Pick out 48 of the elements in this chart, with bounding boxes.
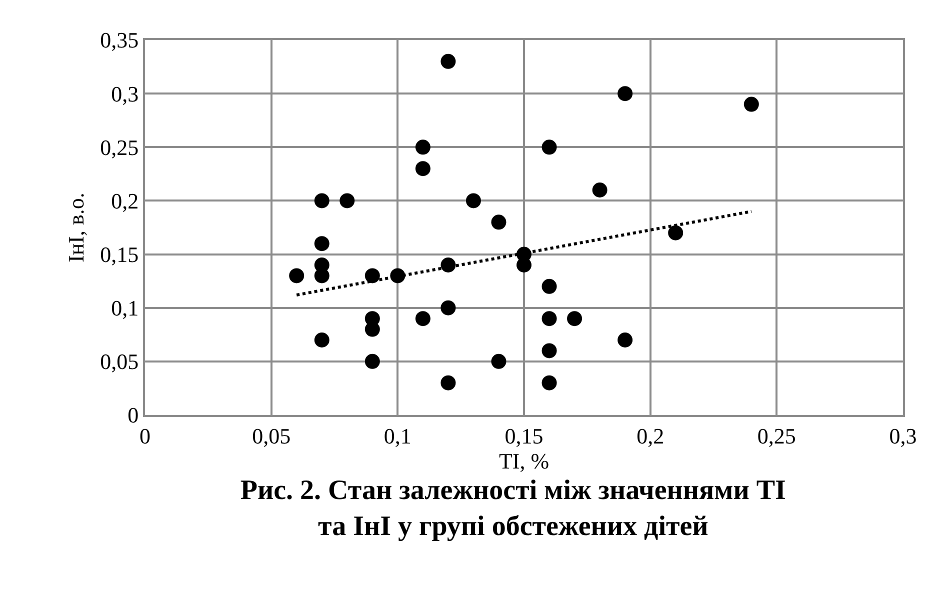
- point: [592, 182, 608, 198]
- point: [364, 322, 380, 337]
- y-tick-label: 0,35: [100, 28, 139, 53]
- point: [440, 300, 456, 316]
- y-tick-label: 0: [128, 402, 139, 428]
- point: [618, 86, 633, 102]
- y-tick-label: 0,3: [111, 81, 139, 106]
- point: [491, 214, 506, 230]
- point: [340, 193, 355, 208]
- point: [440, 375, 456, 390]
- point: [542, 311, 557, 326]
- point: [440, 258, 456, 272]
- point: [314, 193, 330, 208]
- point: [542, 278, 557, 294]
- x-tick-label: 0,15: [504, 423, 544, 448]
- point: [567, 311, 582, 326]
- point: [618, 332, 633, 348]
- y-tick-label: 0,05: [100, 349, 139, 374]
- y-tick-label: 0,1: [111, 296, 139, 321]
- point: [668, 225, 684, 240]
- y-axis-title: ІнІ, в.о.: [63, 192, 88, 262]
- x-tick-label: 0,05: [252, 423, 291, 448]
- point: [314, 236, 330, 252]
- point: [289, 268, 304, 284]
- point: [440, 54, 456, 69]
- x-tick-label: 0,2: [636, 423, 664, 448]
- x-axis-title: ТІ, %: [498, 448, 550, 474]
- point: [491, 354, 506, 369]
- x-tick-label: 0,3: [889, 423, 917, 448]
- point: [466, 193, 481, 208]
- point: [542, 375, 557, 390]
- text: Рис. 2. Стан залежності між значеннями ТІ та ІнІ у групі обстежених дітей: [240, 474, 786, 542]
- point: [314, 268, 330, 284]
- point: [542, 140, 557, 155]
- y-tick-label: 0,15: [100, 242, 139, 267]
- x-tick-label: 0,25: [757, 423, 796, 448]
- y-tick-label: 0,25: [100, 134, 139, 160]
- y-tick-label: 0,2: [111, 188, 139, 214]
- point: [415, 140, 430, 155]
- point: [364, 354, 380, 369]
- point: [516, 258, 532, 272]
- point: [744, 96, 759, 112]
- point: [364, 268, 380, 284]
- point: [542, 343, 557, 358]
- point: [415, 161, 430, 176]
- point: [415, 311, 430, 326]
- point: [314, 332, 330, 348]
- x-tick-label: 0,1: [384, 423, 412, 448]
